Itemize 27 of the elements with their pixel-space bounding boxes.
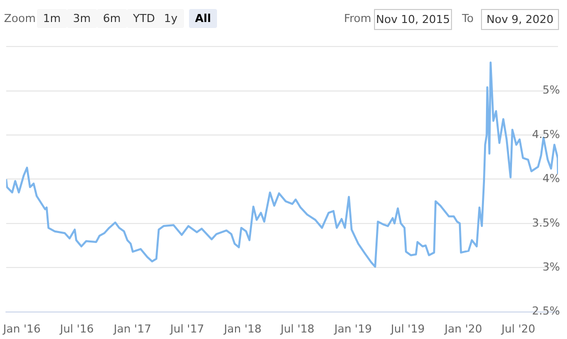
text: Zoom [4, 12, 36, 25]
y-tick-label: 4% [542, 172, 560, 186]
text: 6m [97, 9, 127, 28]
text: Nov 9, 2020 [481, 9, 559, 30]
x-tick-label: Jul '17 [169, 322, 204, 336]
x-tick-label: Jan '18 [223, 322, 262, 336]
x-tick-label: Jan '16 [2, 322, 41, 336]
x-tick-label: Jan '17 [112, 322, 152, 336]
x-tick-label: Jul '16 [58, 322, 94, 336]
x-tick-label: Jul '19 [390, 322, 425, 336]
text: From [344, 12, 372, 25]
y-tick-label: 5% [542, 84, 560, 97]
y-tick-label: 4.5% [532, 128, 560, 141]
text: All [189, 9, 218, 28]
x-tick-label: Jul '20 [500, 322, 536, 336]
text: YTD [127, 9, 161, 28]
x-tick-label: Jan '20 [444, 322, 482, 336]
text: To [462, 12, 474, 25]
y-tick-label: 3% [542, 260, 560, 274]
y-tick-label: 2.5% [532, 304, 560, 318]
x-tick-label: Jan '19 [333, 322, 372, 336]
x-tick-label: Jul '18 [280, 322, 314, 336]
text: 1m [37, 9, 67, 28]
y-tick-label: 3.5% [532, 216, 560, 230]
text: Nov 10, 2015 [374, 9, 452, 30]
text: 1y [158, 9, 184, 28]
text: 3m [67, 9, 97, 28]
